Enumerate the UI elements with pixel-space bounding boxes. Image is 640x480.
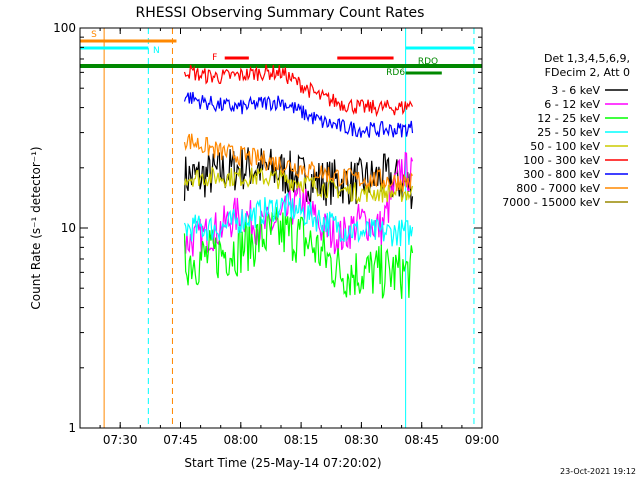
chart-title: RHESSI Observing Summary Count Rates <box>136 5 425 21</box>
flag-label-f: F <box>212 53 217 63</box>
legend-header-line-2: FDecim 2, Att 0 <box>545 66 630 79</box>
footer-date: 23-Oct-2021 19:12 <box>560 467 636 476</box>
series-line-4 <box>183 165 414 205</box>
series-line-5 <box>183 64 414 118</box>
flag-label-rdo: RDO <box>418 57 438 67</box>
legend-header-line-1: Det 1,3,4,5,6,9, <box>544 52 630 65</box>
legend-label-2: 12 - 25 keV <box>537 112 600 125</box>
x-tick-label-6: 09:00 <box>465 433 500 447</box>
legend-label-4: 50 - 100 keV <box>530 140 600 153</box>
x-axis-label: Start Time (25-May-14 07:20:02) <box>184 456 381 470</box>
x-tick-label-2: 08:00 <box>224 433 259 447</box>
flag-label-rd6: RD6 <box>386 68 405 78</box>
legend-label-7: 800 - 7000 keV <box>516 182 600 195</box>
series-line-7 <box>183 133 413 192</box>
legend-label-3: 25 - 50 keV <box>537 126 600 139</box>
legend-label-5: 100 - 300 keV <box>523 154 600 167</box>
flag-label-n: N <box>153 46 160 56</box>
y-tick-label-1: 10 <box>61 221 76 235</box>
y-tick-label-2: 100 <box>53 21 76 35</box>
x-tick-label-0: 07:30 <box>103 433 138 447</box>
flag-label-s: S <box>91 30 97 40</box>
legend-label-8: 7000 - 15000 keV <box>502 196 600 209</box>
series-line-2 <box>183 207 414 299</box>
series-line-6 <box>183 91 414 138</box>
series-line-3 <box>183 192 414 247</box>
legend-label-6: 300 - 800 keV <box>523 168 600 181</box>
legend-label-1: 6 - 12 keV <box>544 98 600 111</box>
legend-label-0: 3 - 6 keV <box>551 84 600 97</box>
y-axis-label: Count Rate (s⁻¹ detector⁻¹) <box>29 146 43 309</box>
x-tick-label-5: 08:45 <box>404 433 439 447</box>
x-tick-label-4: 08:30 <box>344 433 379 447</box>
x-tick-label-1: 07:45 <box>163 433 198 447</box>
x-tick-label-3: 08:15 <box>284 433 319 447</box>
y-tick-label-0: 1 <box>68 421 76 435</box>
